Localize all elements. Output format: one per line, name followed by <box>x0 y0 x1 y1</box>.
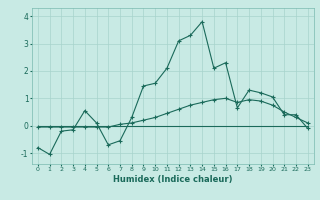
X-axis label: Humidex (Indice chaleur): Humidex (Indice chaleur) <box>113 175 233 184</box>
